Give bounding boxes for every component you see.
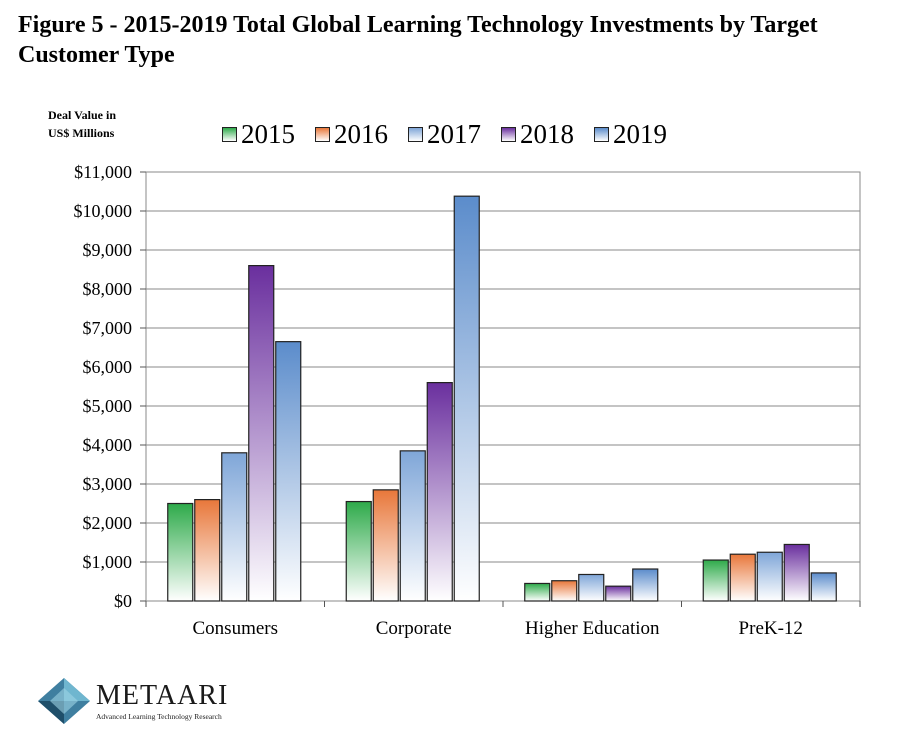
legend-swatch bbox=[501, 126, 516, 142]
metaari-logo: METAARI Advanced Learning Technology Res… bbox=[36, 676, 286, 726]
y-tick-label: $0 bbox=[114, 591, 132, 611]
legend-item-2015: 2015 bbox=[222, 119, 295, 150]
bar-2015-consumers bbox=[167, 502, 194, 602]
figure-title: Figure 5 - 2015-2019 Total Global Learni… bbox=[18, 12, 818, 68]
legend-label: 2017 bbox=[427, 118, 481, 149]
legend-item-2018: 2018 bbox=[501, 119, 574, 150]
y-tick-label: $9,000 bbox=[83, 240, 133, 260]
legend-item-2017: 2017 bbox=[408, 119, 481, 150]
bar-2019-consumers bbox=[275, 341, 302, 602]
legend-item-2019: 2019 bbox=[594, 119, 667, 150]
axis-labels: $0 $1,000 $2,000 $3,000 $4,000 $5,000 $6,000 $7… bbox=[74, 162, 803, 639]
x-category-label: Corporate bbox=[376, 618, 452, 639]
bar-2018-higher-education bbox=[605, 585, 632, 602]
bar-2018-consumers bbox=[248, 265, 275, 602]
bar-2017-consumers bbox=[221, 452, 248, 602]
diamond-logo-icon bbox=[38, 678, 90, 724]
bar-2017-prek-12 bbox=[756, 551, 783, 602]
chart-legend: 2015 2016 2017 2018 2019 bbox=[222, 116, 667, 152]
bar-2017-corporate bbox=[399, 450, 426, 602]
bar-2016-higher-education bbox=[551, 580, 578, 602]
x-category-label: Consumers bbox=[193, 618, 279, 639]
y-axis-label-line1: Deal Value in bbox=[48, 108, 117, 122]
bar-2019-prek-12 bbox=[810, 572, 837, 602]
y-axis-label: Deal Value in US$ Millions bbox=[48, 106, 168, 142]
y-tick-label: $11,000 bbox=[74, 162, 132, 182]
x-category-label: Higher Education bbox=[525, 618, 660, 639]
logo-name: METAARI bbox=[96, 680, 229, 711]
legend-item-2016: 2016 bbox=[315, 119, 388, 150]
legend-label: 2015 bbox=[241, 118, 295, 149]
bar-2019-corporate bbox=[453, 195, 480, 602]
bars bbox=[167, 195, 837, 602]
bar-2016-consumers bbox=[194, 499, 221, 602]
axes bbox=[140, 171, 861, 607]
y-tick-label: $7,000 bbox=[83, 318, 133, 338]
x-category-label: PreK-12 bbox=[739, 618, 803, 639]
logo-tagline: Advanced Learning Technology Research bbox=[96, 712, 222, 721]
bar-2016-corporate bbox=[372, 489, 399, 602]
y-tick-label: $10,000 bbox=[74, 201, 133, 221]
y-tick-label: $5,000 bbox=[83, 396, 133, 416]
legend-label: 2016 bbox=[334, 118, 388, 149]
legend-swatch bbox=[594, 126, 609, 142]
y-axis-label-line2: US$ Millions bbox=[48, 126, 115, 140]
bar-2015-higher-education bbox=[524, 582, 551, 602]
bar-2017-higher-education bbox=[578, 573, 605, 602]
legend-swatch bbox=[408, 126, 423, 142]
legend-swatch bbox=[315, 126, 330, 142]
y-tick-label: $8,000 bbox=[83, 279, 133, 299]
bar-2019-higher-education bbox=[632, 568, 659, 602]
y-tick-label: $4,000 bbox=[83, 435, 133, 455]
y-tick-label: $3,000 bbox=[83, 474, 133, 494]
y-tick-label: $1,000 bbox=[83, 552, 133, 572]
legend-label: 2019 bbox=[613, 118, 667, 149]
y-tick-label: $2,000 bbox=[83, 513, 133, 533]
legend-swatch bbox=[222, 126, 237, 142]
y-tick-label: $6,000 bbox=[83, 357, 133, 377]
bar-2015-corporate bbox=[345, 500, 372, 602]
bar-2018-prek-12 bbox=[783, 543, 810, 602]
bar-2016-prek-12 bbox=[729, 553, 756, 602]
bar-2015-prek-12 bbox=[702, 559, 729, 602]
bar-2018-corporate bbox=[426, 382, 453, 602]
legend-label: 2018 bbox=[520, 118, 574, 149]
